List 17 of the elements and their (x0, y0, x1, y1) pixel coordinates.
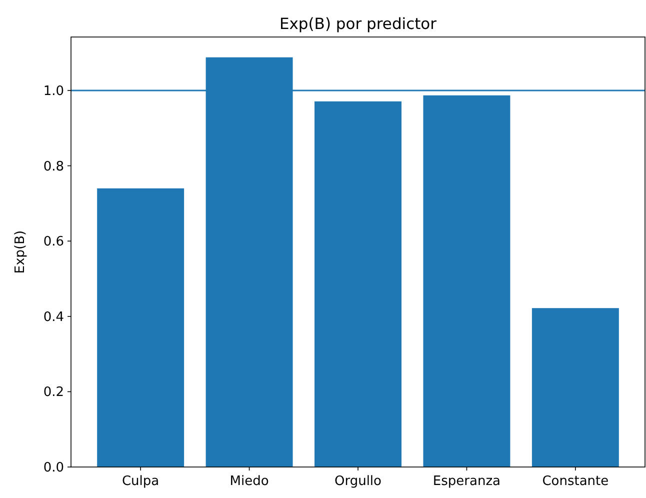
chart-title: Exp(B) por predictor (279, 15, 438, 33)
y-tick-label: 0.0 (43, 460, 64, 476)
y-axis-title: Exp(B) (13, 230, 28, 274)
y-tick-label: 0.2 (43, 385, 64, 400)
y-tick-label: 1.0 (43, 84, 64, 100)
bar (97, 188, 184, 467)
y-tick-label: 0.6 (43, 234, 64, 250)
x-tick-label: Orgullo (334, 474, 382, 489)
x-tick-label: Miedo (230, 474, 269, 489)
x-tick-label: Esperanza (432, 474, 500, 489)
bar (423, 95, 510, 467)
bar (532, 308, 619, 467)
y-tick-label: 0.4 (43, 310, 64, 325)
bar (314, 101, 402, 467)
y-tick-label: 0.8 (43, 159, 64, 174)
x-tick-label: Culpa (122, 474, 160, 489)
x-tick-label: Constante (542, 474, 609, 489)
